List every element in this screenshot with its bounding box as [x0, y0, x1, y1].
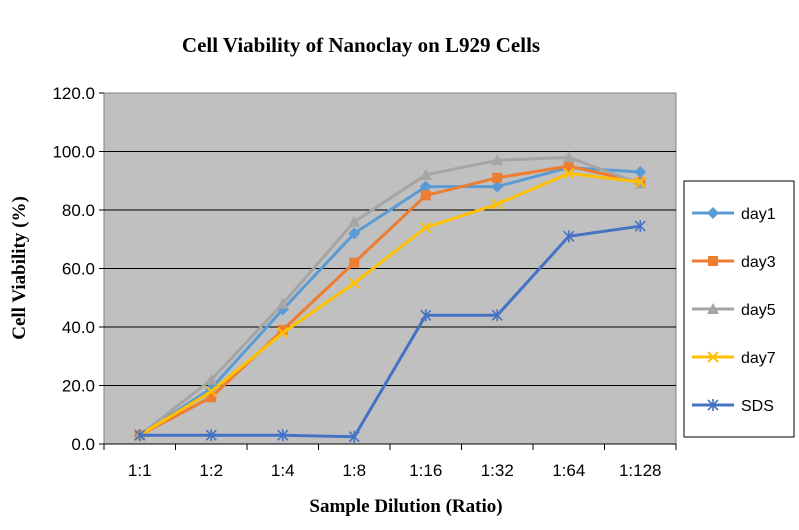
y-tick-label: 40.0 — [62, 318, 95, 337]
data-point — [348, 277, 360, 289]
y-tick-label: 60.0 — [62, 260, 95, 279]
data-point — [348, 227, 361, 240]
x-tick-label: 1:64 — [552, 461, 585, 480]
x-tick-label: 1:2 — [199, 461, 223, 480]
data-point — [562, 151, 575, 163]
x-axis-ticks: 1:1 1:2 1:4 1:8 1:16 1:32 1:64 1:128 — [103, 443, 677, 480]
data-point — [348, 215, 361, 227]
x-tick-label: 1:16 — [409, 461, 442, 480]
chart-title: Cell Viability of Nanoclay on L929 Cells — [182, 33, 540, 57]
data-point — [205, 429, 217, 442]
data-point — [492, 172, 503, 183]
data-point — [707, 207, 719, 219]
legend-label: day5 — [741, 302, 776, 319]
series-line — [139, 164, 641, 437]
data-point — [277, 327, 289, 339]
y-axis-title: Cell Viability (%) — [9, 196, 30, 340]
gridlines — [104, 151, 676, 386]
data-point — [134, 429, 146, 442]
legend-item: day5 — [692, 302, 776, 319]
data-point — [348, 430, 360, 443]
x-tick-label: 1:1 — [128, 461, 152, 480]
data-point — [277, 429, 289, 442]
data-point — [563, 230, 575, 243]
data-point — [491, 180, 504, 193]
series-line — [138, 166, 641, 437]
series-layer — [133, 151, 647, 443]
data-point — [491, 154, 504, 166]
data-point — [491, 309, 503, 322]
legend-item: day1 — [692, 206, 776, 223]
series-line — [139, 224, 641, 439]
y-axis-ticks: 0.0 20.0 40.0 60.0 80.0 100.0 120.0 — [52, 84, 104, 454]
data-point — [205, 382, 218, 395]
legend-item: SDS — [692, 398, 774, 415]
data-point — [634, 176, 646, 188]
data-point — [420, 190, 431, 201]
data-point — [420, 221, 432, 234]
data-point — [349, 257, 360, 268]
x-axis-title: Sample Dilution (Ratio) — [309, 496, 502, 517]
x-tick-label: 1:128 — [619, 461, 662, 480]
legend-item: day7 — [692, 350, 776, 367]
series-SDS — [134, 220, 646, 443]
series-line — [139, 171, 641, 437]
y-tick-label: 120.0 — [52, 84, 95, 103]
legend-label: day1 — [741, 206, 776, 223]
data-point — [206, 392, 217, 403]
legend-label: SDS — [741, 398, 774, 415]
data-point — [563, 167, 575, 180]
data-point — [708, 256, 718, 266]
legend-label: day7 — [741, 350, 776, 367]
legend: day1 day3 day5 day7 SDS — [683, 180, 795, 438]
legend-label: day3 — [741, 254, 776, 271]
y-tick-label: 100.0 — [52, 143, 95, 162]
data-point — [707, 399, 719, 411]
data-point — [707, 351, 719, 363]
x-tick-label: 1:32 — [481, 461, 514, 480]
data-point — [419, 168, 432, 180]
data-point — [634, 220, 646, 233]
y-tick-label: 80.0 — [62, 201, 95, 220]
y-tick-label: 0.0 — [71, 435, 95, 454]
y-tick-label: 20.0 — [62, 377, 95, 396]
data-point — [634, 165, 647, 178]
data-point — [563, 161, 574, 172]
x-tick-label: 1:8 — [342, 461, 366, 480]
data-point — [420, 309, 432, 322]
data-point — [205, 373, 218, 385]
data-point — [707, 303, 719, 314]
data-point — [205, 385, 217, 398]
data-point — [419, 180, 432, 193]
series-line — [138, 155, 641, 437]
x-tick-label: 1:4 — [271, 461, 295, 480]
data-point — [491, 198, 503, 210]
data-point — [276, 297, 289, 309]
data-point — [277, 324, 288, 335]
legend-item: day3 — [692, 254, 776, 271]
